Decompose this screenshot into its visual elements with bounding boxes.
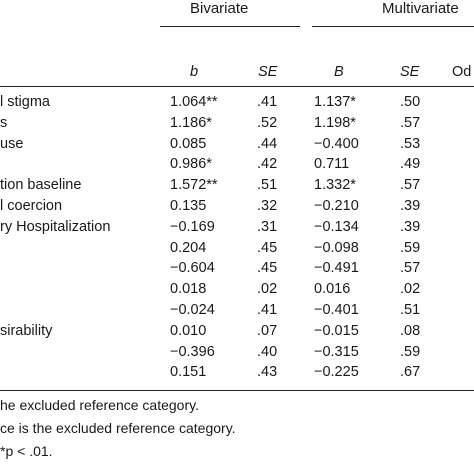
row-label: use: [0, 136, 24, 152]
cell-se2: .49: [400, 156, 421, 172]
cell-se2: .59: [400, 344, 421, 360]
cell-B: −0.015: [314, 323, 359, 339]
header-rule: [0, 86, 474, 87]
cell-B: −0.134: [314, 219, 359, 235]
cell-se2: .50: [400, 94, 421, 110]
row-label: tion baseline: [0, 177, 82, 193]
cell-B: 1.198*: [314, 115, 356, 131]
cell-b: 0.135: [170, 198, 207, 214]
cell-se2: .57: [400, 177, 421, 193]
cell-se1: .32: [257, 198, 278, 214]
cell-se1: .51: [257, 177, 278, 193]
cell-b: −0.024: [170, 302, 215, 318]
cell-b: 0.151: [170, 364, 207, 380]
bottom-rule: [0, 390, 474, 391]
cell-b: 0.986*: [170, 156, 212, 172]
cell-se1: .41: [257, 302, 278, 318]
bivariate-header: Bivariate: [190, 0, 249, 17]
cell-se2: .53: [400, 136, 421, 152]
cell-b: 1.186*: [170, 115, 212, 131]
cell-se1: .31: [257, 219, 278, 235]
col-b-header: b: [190, 64, 199, 80]
cell-B: −0.225: [314, 364, 359, 380]
footnote-2: ce is the excluded reference category.: [0, 420, 236, 436]
cell-B: 1.137*: [314, 94, 356, 110]
cell-se1: .41: [257, 94, 278, 110]
cell-B: −0.400: [314, 136, 359, 152]
cell-B: −0.401: [314, 302, 359, 318]
cell-se1: .52: [257, 115, 278, 131]
cell-B: −0.491: [314, 260, 359, 276]
cell-b: −0.396: [170, 344, 215, 360]
multivariate-header: Multivariate: [382, 0, 459, 17]
cell-se1: .45: [257, 260, 278, 276]
cell-se1: .42: [257, 156, 278, 172]
cell-B: −0.098: [314, 240, 359, 256]
cell-se2: .67: [400, 364, 421, 380]
cell-se2: .39: [400, 198, 421, 214]
cell-se2: .51: [400, 302, 421, 318]
row-label: l coercion: [0, 198, 63, 214]
cell-se2: .02: [400, 281, 421, 297]
cell-se1: .44: [257, 136, 278, 152]
row-label: ry Hospitalization: [0, 219, 111, 235]
col-B-header: B: [334, 64, 344, 80]
footnote-3: *p < .01.: [0, 443, 53, 459]
cell-B: −0.210: [314, 198, 359, 214]
multivariate-rule: [312, 26, 474, 27]
cell-se1: .45: [257, 240, 278, 256]
cell-b: 0.018: [170, 281, 207, 297]
cell-b: 0.010: [170, 323, 207, 339]
cell-b: −0.169: [170, 219, 215, 235]
cell-b: 1.572**: [170, 177, 218, 193]
cell-se1: .02: [257, 281, 278, 297]
col-odds-header: Od: [452, 64, 472, 80]
cell-B: −0.315: [314, 344, 359, 360]
cell-se2: .08: [400, 323, 421, 339]
bivariate-rule: [160, 26, 300, 27]
cell-se1: .40: [257, 344, 278, 360]
row-label: sirability: [0, 323, 53, 339]
col-se1-header: SE: [258, 64, 278, 80]
cell-se1: .43: [257, 364, 278, 380]
cell-b: 1.064**: [170, 94, 218, 110]
cell-B: 1.332*: [314, 177, 356, 193]
cell-se2: .39: [400, 219, 421, 235]
col-se2-header: SE: [400, 64, 420, 80]
cell-B: 0.016: [314, 281, 351, 297]
row-label: s: [0, 115, 8, 131]
cell-se1: .07: [257, 323, 278, 339]
cell-b: 0.204: [170, 240, 207, 256]
cell-b: 0.085: [170, 136, 207, 152]
cell-b: −0.604: [170, 260, 215, 276]
footnote-1: he excluded reference category.: [0, 397, 199, 413]
cell-se2: .57: [400, 260, 421, 276]
row-label: l stigma: [0, 94, 50, 110]
cell-se2: .59: [400, 240, 421, 256]
cell-se2: .57: [400, 115, 421, 131]
cell-B: 0.711: [314, 156, 350, 172]
